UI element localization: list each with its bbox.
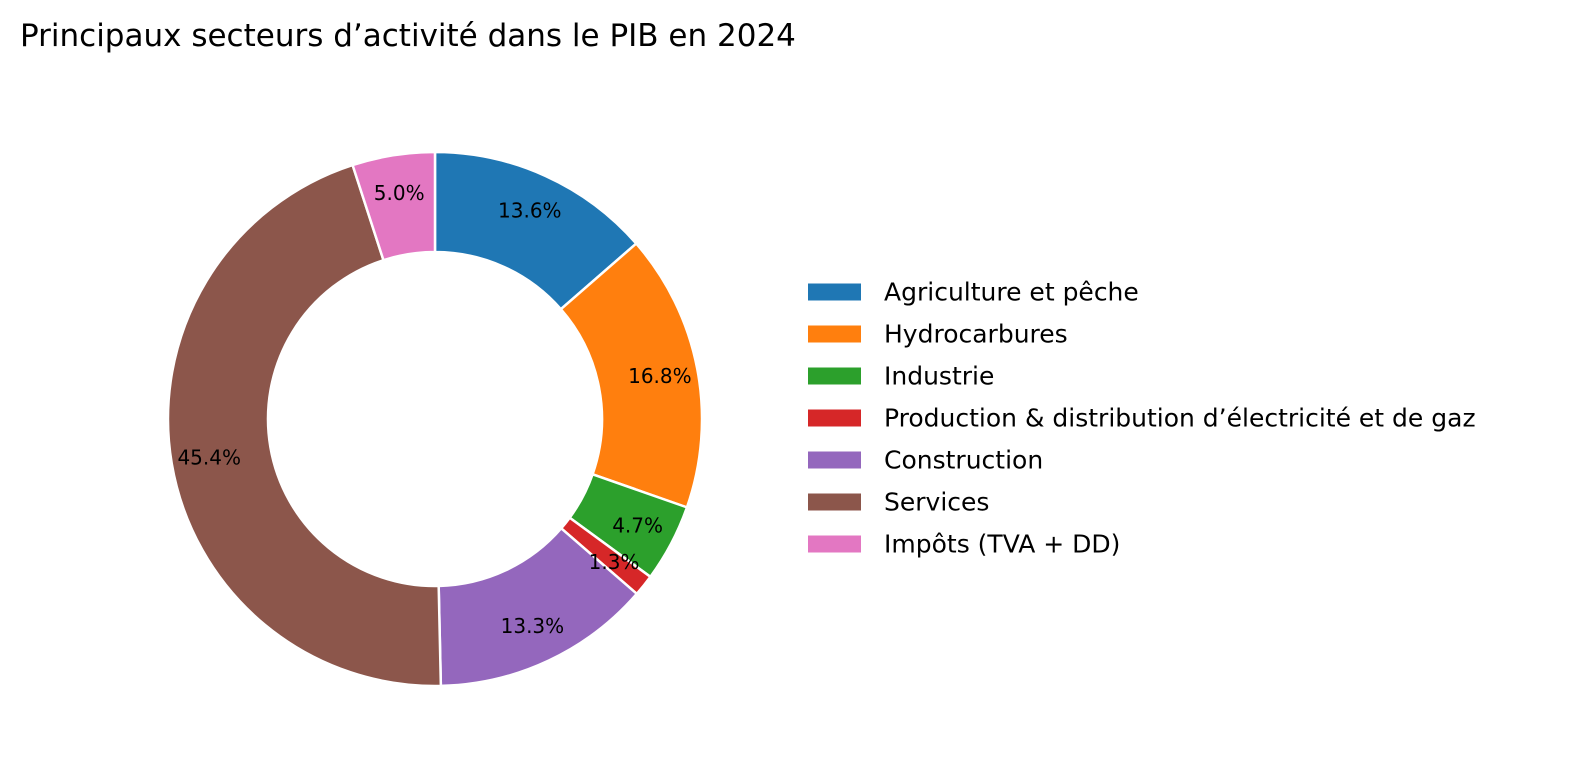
pct-label-industrie: 4.7% <box>612 514 663 538</box>
legend-swatch <box>808 535 861 553</box>
chart-legend: Agriculture et pêche Hydrocarbures Industr… <box>808 278 1476 559</box>
chart-title: Principaux secteurs d’activité dans le P… <box>20 18 796 54</box>
legend-label: Hydrocarbures <box>884 320 1068 349</box>
legend-item-industrie: Industrie <box>808 362 994 391</box>
pct-label-impots-tva-dd: 5.0% <box>374 181 425 205</box>
legend-swatch <box>808 493 861 511</box>
slice-services <box>166 163 443 688</box>
legend-label: Services <box>884 488 989 517</box>
legend-swatch <box>808 367 861 385</box>
legend-swatch <box>808 409 861 427</box>
legend-item-hydrocarbures: Hydrocarbures <box>808 320 1068 349</box>
legend-label: Production & distribution d’électricité … <box>884 404 1476 433</box>
donut-percentage-labels: 13.6% 16.8% 4.7% 1.3% 13.3% 45.4% 5.0% <box>177 181 691 638</box>
pct-label-construction: 13.3% <box>501 614 565 638</box>
legend-swatch <box>808 325 861 343</box>
slice-impots-tva-dd <box>351 150 437 262</box>
pct-label-agriculture-et-peche: 13.6% <box>498 199 562 223</box>
legend-label: Construction <box>884 446 1043 475</box>
pct-label-production-distribution-d-electricite-et-de-gaz: 1.3% <box>589 550 640 574</box>
legend-item-production-distribution-d-electricite-et-de-gaz: Production & distribution d’électricité … <box>808 404 1476 433</box>
donut-slices <box>166 150 704 688</box>
pct-label-services: 45.4% <box>177 445 241 469</box>
legend-item-construction: Construction <box>808 446 1043 475</box>
legend-label: Impôts (TVA + DD) <box>884 530 1120 559</box>
legend-label: Industrie <box>884 362 994 391</box>
legend-item-agriculture-et-peche: Agriculture et pêche <box>808 278 1139 307</box>
legend-label: Agriculture et pêche <box>884 278 1139 307</box>
legend-item-impots-tva-dd: Impôts (TVA + DD) <box>808 530 1120 559</box>
legend-swatch <box>808 283 861 301</box>
pct-label-hydrocarbures: 16.8% <box>628 364 692 388</box>
legend-item-services: Services <box>808 488 989 517</box>
legend-swatch <box>808 451 861 469</box>
